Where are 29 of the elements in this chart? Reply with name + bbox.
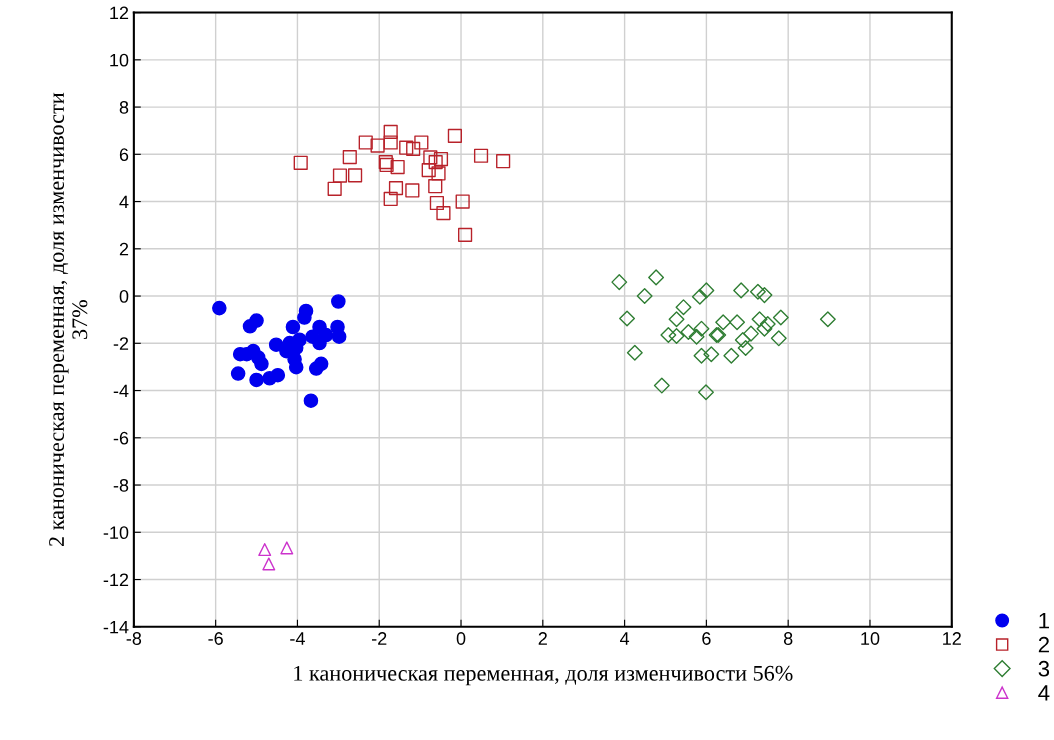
legend-label: 3 [1038,660,1050,677]
y-tick-label: -6 [113,431,129,445]
y-tick-label: 10 [110,53,129,67]
x-tick-label: -6 [208,632,223,645]
x-tick-label: 12 [943,632,961,645]
y-tick-label: -2 [113,337,129,350]
y-tick-label: -14 [103,620,129,634]
y-tick-label: 6 [119,148,129,162]
y-axis-title: 2 каноническая переменная, доля изменчивости 37% [49,92,88,547]
y-tick-label: 2 [119,242,129,256]
y-tick-label: -12 [103,573,129,587]
y-tick-label: -4 [113,384,129,398]
x-tick-label: -2 [372,632,387,645]
y-tick-label: -10 [103,526,129,540]
x-tick-label: 0 [456,632,466,645]
y-tick-label: 8 [119,101,129,114]
legend-label: 4 [1038,685,1050,701]
y-tick-label: -8 [113,478,129,492]
x-tick-label: 6 [702,632,711,645]
y-tick-label: 4 [119,195,129,209]
y-tick-label: 12 [110,6,129,20]
x-tick-label: 8 [783,632,793,645]
legend-label: 1 [1039,613,1049,629]
x-axis-title: 1 каноническая переменная, доля изменчивости 56% [294,665,793,686]
y-tick-label: 0 [119,289,129,303]
x-tick-label: 4 [619,632,630,645]
x-tick-label: 2 [538,632,547,645]
x-tick-label: -4 [290,632,305,645]
x-tick-label: 10 [861,632,880,645]
